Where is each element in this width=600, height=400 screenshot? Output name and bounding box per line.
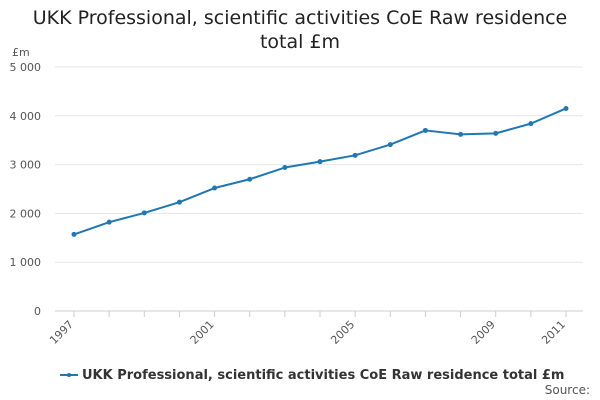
data-point: [212, 185, 218, 191]
series-layer: [71, 105, 569, 237]
data-point: [458, 131, 464, 137]
legend-label: UKK Professional, scientific activities …: [82, 367, 565, 383]
y-tick-label: 4 000: [10, 110, 42, 123]
data-point: [71, 231, 77, 237]
series-line: [73, 107, 567, 236]
source-label: Source:: [544, 383, 590, 397]
chart-title-line-2: total £m: [259, 31, 341, 53]
chart-title: UKK Professional, scientific activities …: [0, 6, 600, 54]
y-tick-label: 3 000: [10, 159, 42, 172]
x-tick-label: 2005: [328, 318, 357, 347]
data-point: [282, 165, 288, 171]
y-tick-label: 0: [34, 305, 41, 318]
x-tick-label: 1997: [47, 318, 76, 347]
x-tick-label: 2011: [539, 318, 568, 347]
data-point: [106, 219, 112, 225]
legend[interactable]: UKK Professional, scientific activities …: [60, 366, 564, 384]
data-point: [317, 159, 323, 165]
chart-title-line-1: UKK Professional, scientific activities …: [32, 7, 568, 29]
x-tick-label: 2001: [188, 318, 217, 347]
data-point: [176, 199, 182, 205]
data-point: [247, 176, 253, 182]
legend-swatch: [60, 366, 78, 384]
y-tick-label: 5 000: [10, 61, 42, 74]
y-tick-label: 1 000: [10, 256, 42, 269]
data-point: [352, 152, 358, 158]
y-axis-label: £m: [12, 46, 30, 59]
x-tick-label: 2009: [469, 318, 498, 347]
legend-marker: [67, 373, 71, 377]
data-point: [528, 121, 534, 127]
y-tick-label: 2 000: [10, 207, 42, 220]
data-point: [422, 127, 428, 133]
axes: 0 1 000 2 000 3 000 4 000 5 000 £m 1997 2001 2005…: [10, 46, 583, 347]
data-point: [493, 130, 499, 136]
data-point: [387, 142, 393, 148]
gridlines: [55, 66, 583, 263]
data-point: [141, 210, 147, 216]
data-point: [563, 105, 569, 111]
